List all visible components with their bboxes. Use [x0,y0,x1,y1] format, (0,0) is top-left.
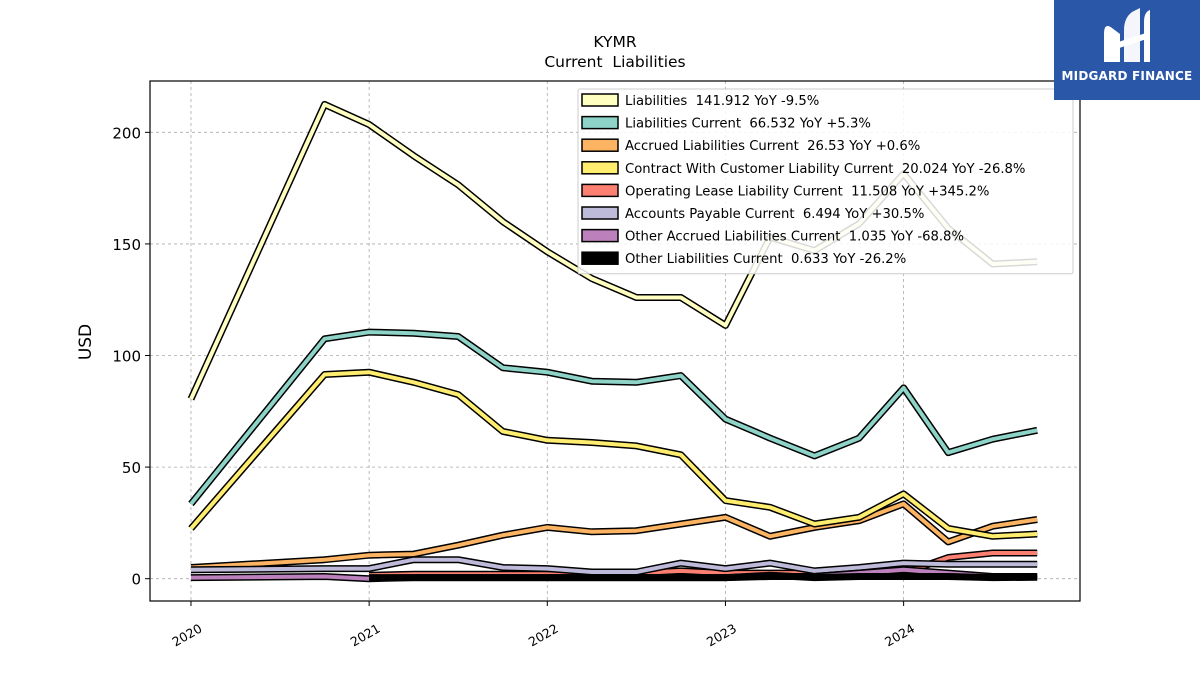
brand-logo: MIDGARD FINANCE [1054,0,1200,100]
series-line-3 [190,500,1038,571]
legend-swatch [581,138,619,152]
series-stroke [189,330,1038,506]
series-stroke [190,557,1038,574]
y-tick-label: 0 [131,571,141,589]
legend-entry-3: Accrued Liabilities Current 26.53 YoY +0… [625,139,920,154]
legend-box [577,88,1074,275]
series-stroke [190,501,1038,570]
legend-swatch [581,183,619,198]
brand-name: MIDGARD FINANCE [1061,69,1193,83]
series-stroke [369,573,1038,580]
x-tick-label: 2023 [704,621,739,650]
legend-entry-1: Liabilities 141.912 YoY -9.5% [625,94,819,109]
x-tick-label: 2020 [169,621,204,650]
x-tick-label: 2022 [526,621,561,650]
series-line-4 [188,368,1038,540]
plot-frame [149,80,1081,602]
legend-entry-2: Liabilities Current 66.532 YoY +5.3% [625,117,871,132]
y-tick-label: 200 [112,124,141,142]
legend-entry-6: Accounts Payable Current 6.494 YoY +30.5… [625,207,924,222]
legend-swatch [581,228,619,243]
chart-title: KYMR [593,33,636,51]
legend-entry-8: Other Liabilities Current 0.633 YoY -26.… [625,252,906,267]
legend-swatch [581,206,619,220]
legend-swatch [581,115,619,130]
legend-swatch [581,251,619,265]
y-tick-label: 100 [112,348,141,366]
series-line-6 [190,556,1038,576]
x-tick-label: 2024 [882,621,917,650]
legend-swatch [581,161,619,175]
legend-entry-5: Operating Lease Liability Current 11.508… [625,184,989,199]
legend-entry-4: Contract With Customer Liability Current… [625,162,1025,177]
x-tick-label: 2021 [348,621,383,650]
series-outline [188,328,1038,507]
series-outline [190,500,1038,571]
series-line-2 [188,328,1038,507]
legend-swatch [581,93,619,107]
y-axis-label: USD [76,324,96,360]
series-stroke [189,370,1038,539]
midgard-m-logo-icon [1104,8,1150,62]
series-line-8 [369,571,1038,582]
y-tick-label: 150 [112,236,141,254]
legend-entry-7: Other Accrued Liabilities Current 1.035 … [625,230,964,245]
y-tick-label: 50 [122,459,141,477]
legend: Liabilities 141.912 YoY -9.5% Liabilities… [577,88,1074,275]
chart-subtitle: Current Liabilities [544,53,685,71]
